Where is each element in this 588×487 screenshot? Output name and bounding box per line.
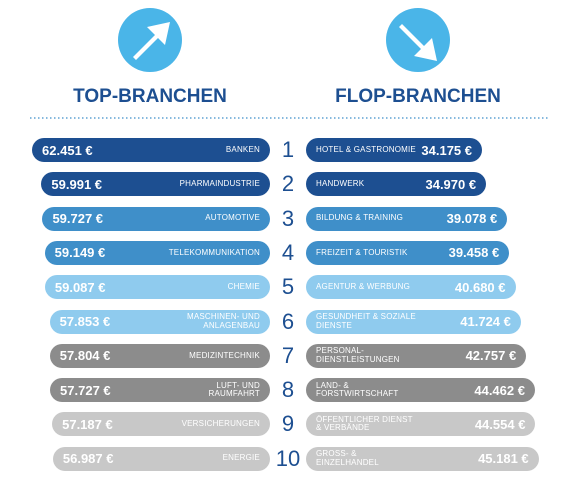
- category-label: BILDUNG & TRAINING: [316, 213, 404, 223]
- value-label: 34.175 €: [421, 142, 472, 158]
- rank: 10: [275, 445, 301, 471]
- category-label: FREIZEIT & TOURISTIK: [316, 247, 408, 257]
- bar: 62.451 € BANKEN: [32, 138, 270, 162]
- up-arrow: [133, 22, 170, 60]
- value-label: 59.087 €: [54, 279, 106, 295]
- category-label: PERSONAL-DIENSTLEISTUNGEN: [316, 346, 400, 364]
- value-label: 39.458 €: [448, 245, 500, 261]
- value-label: 57.187 €: [62, 416, 113, 432]
- category-label: AUTOMOTIVE: [205, 213, 260, 223]
- value-label: 44.462 €: [474, 382, 525, 398]
- category-label: GROSS- & EINZELHANDEL: [316, 449, 379, 467]
- value-label: 56.987 €: [62, 451, 114, 467]
- bar: 57.804 € MEDIZINTECHNIK: [49, 343, 270, 368]
- bar: FREIZEIT & TOURISTIK 39.458 €: [306, 240, 510, 265]
- bar: 57.187 € VERSICHERUNGEN: [52, 412, 270, 437]
- bar: 59.087 € CHEMIE: [44, 275, 270, 300]
- rank: 3: [281, 205, 295, 231]
- bar: ÖFFENTLICHER DIENST & VERBÄNDE 44.554 €: [306, 412, 536, 437]
- category-label: GESUNDHEIT & SOZIALE DIENSTE: [316, 312, 416, 330]
- bar: AGENTUR & WERBUNG 40.680 €: [306, 275, 516, 300]
- value-label: 44.554 €: [474, 416, 526, 432]
- bar: 59.727 € AUTOMOTIVE: [42, 206, 270, 231]
- category-label: BANKEN: [225, 144, 260, 154]
- category-label: CHEMIE: [227, 281, 260, 291]
- rank: 7: [281, 342, 295, 368]
- bar: GROSS- & EINZELHANDEL 45.181 €: [306, 446, 539, 471]
- category-label: VERSICHERUNGEN: [181, 419, 260, 429]
- value-label: 39.078 €: [446, 211, 498, 227]
- value-label: 62.451 €: [42, 142, 93, 158]
- category-label: TELEKOMMUNIKATION: [168, 247, 260, 257]
- rank: 8: [281, 377, 295, 403]
- bar: 57.727 € LUFT- UND RAUMFAHRT: [50, 378, 270, 403]
- value-label: 42.757 €: [465, 348, 517, 364]
- category-label: AGENTUR & WERBUNG: [316, 281, 411, 291]
- bar: HANDWERK 34.970 €: [306, 172, 487, 197]
- category-label: ENERGIE: [222, 453, 260, 463]
- rank: 4: [281, 239, 295, 265]
- bar: 56.987 € ENERGIE: [52, 446, 270, 471]
- value-label: 41.724 €: [460, 314, 511, 329]
- value-label: 57.804 €: [59, 348, 111, 364]
- category-label: MEDIZINTECHNIK: [189, 350, 260, 360]
- bar: BILDUNG & TRAINING 39.078 €: [306, 206, 508, 231]
- category-label: PHARMAINDUSTRIE: [179, 179, 260, 189]
- value-label: 59.149 €: [54, 245, 106, 261]
- bar: 59.149 € TELEKOMMUNIKATION: [44, 240, 270, 265]
- value-label: 57.727 €: [60, 382, 111, 398]
- bar: 57.853 € MASCHINEN- UND ANLAGENBAU: [49, 309, 270, 334]
- value-label: 59.991 €: [51, 176, 103, 192]
- bar: PERSONAL-DIENSTLEISTUNGEN 42.757 €: [306, 343, 527, 368]
- rank: 5: [281, 274, 295, 300]
- value-label: 45.181 €: [478, 451, 529, 467]
- rank: 9: [281, 411, 295, 437]
- category-label: MASCHINEN- UND ANLAGENBAU: [186, 312, 260, 330]
- category-label: HANDWERK: [316, 179, 365, 189]
- value-label: 40.680 €: [454, 279, 506, 295]
- rank: 1: [281, 137, 295, 162]
- category-label: HOTEL & GASTRONOMIE: [316, 144, 416, 154]
- chart-title: FLOP-BRANCHEN: [335, 86, 501, 107]
- down-arrow: [399, 24, 437, 61]
- category-label: LAND- & FORSTWIRTSCHAFT: [316, 380, 399, 399]
- header-graphics: [30, 8, 550, 119]
- bar: LAND- & FORSTWIRTSCHAFT 44.462 €: [306, 378, 535, 403]
- rank: 2: [281, 171, 295, 197]
- value-label: 57.853 €: [59, 314, 111, 329]
- value-label: 59.727 €: [52, 211, 104, 227]
- category-label: LUFT- UND RAUMFAHRT: [208, 380, 260, 399]
- category-label: ÖFFENTLICHER DIENST & VERBÄNDE: [316, 415, 413, 433]
- bar: HOTEL & GASTRONOMIE 34.175 €: [306, 138, 482, 162]
- rank: 6: [281, 308, 295, 334]
- bar: 59.991 € PHARMAINDUSTRIE: [41, 172, 270, 197]
- bar: GESUNDHEIT & SOZIALE DIENSTE 41.724 €: [306, 309, 521, 334]
- value-label: 34.970 €: [425, 176, 477, 192]
- chart-title: TOP-BRANCHEN: [73, 86, 227, 107]
